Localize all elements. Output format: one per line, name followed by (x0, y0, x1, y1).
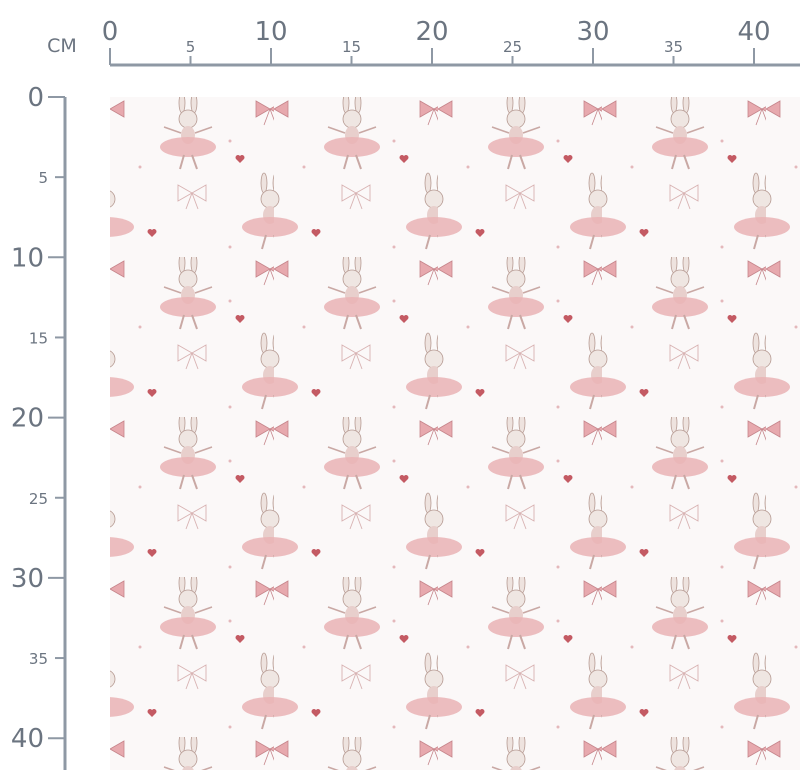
y-tick-label: 30 (11, 564, 44, 594)
fabric-pattern (110, 97, 800, 770)
x-tick-label: 10 (254, 17, 287, 47)
y-tick-label: 35 (29, 650, 48, 668)
x-tick-label: 30 (576, 17, 609, 47)
x-tick-label: 35 (664, 38, 683, 56)
y-tick-label: 0 (27, 83, 44, 113)
y-tick-label: 15 (29, 329, 48, 347)
y-tick-label: 20 (11, 404, 44, 434)
x-tick-label: 5 (186, 38, 196, 56)
y-tick-label: 5 (38, 169, 48, 187)
x-tick-label: 25 (503, 38, 522, 56)
x-tick-label: 0 (102, 17, 119, 47)
y-tick-label: 10 (11, 243, 44, 273)
unit-label: CM (47, 35, 77, 57)
y-tick-label: 40 (11, 724, 44, 754)
x-tick-label: 15 (342, 38, 361, 56)
x-tick-label: 40 (737, 17, 770, 47)
y-tick-label: 25 (29, 490, 48, 508)
x-tick-label: 20 (415, 17, 448, 47)
